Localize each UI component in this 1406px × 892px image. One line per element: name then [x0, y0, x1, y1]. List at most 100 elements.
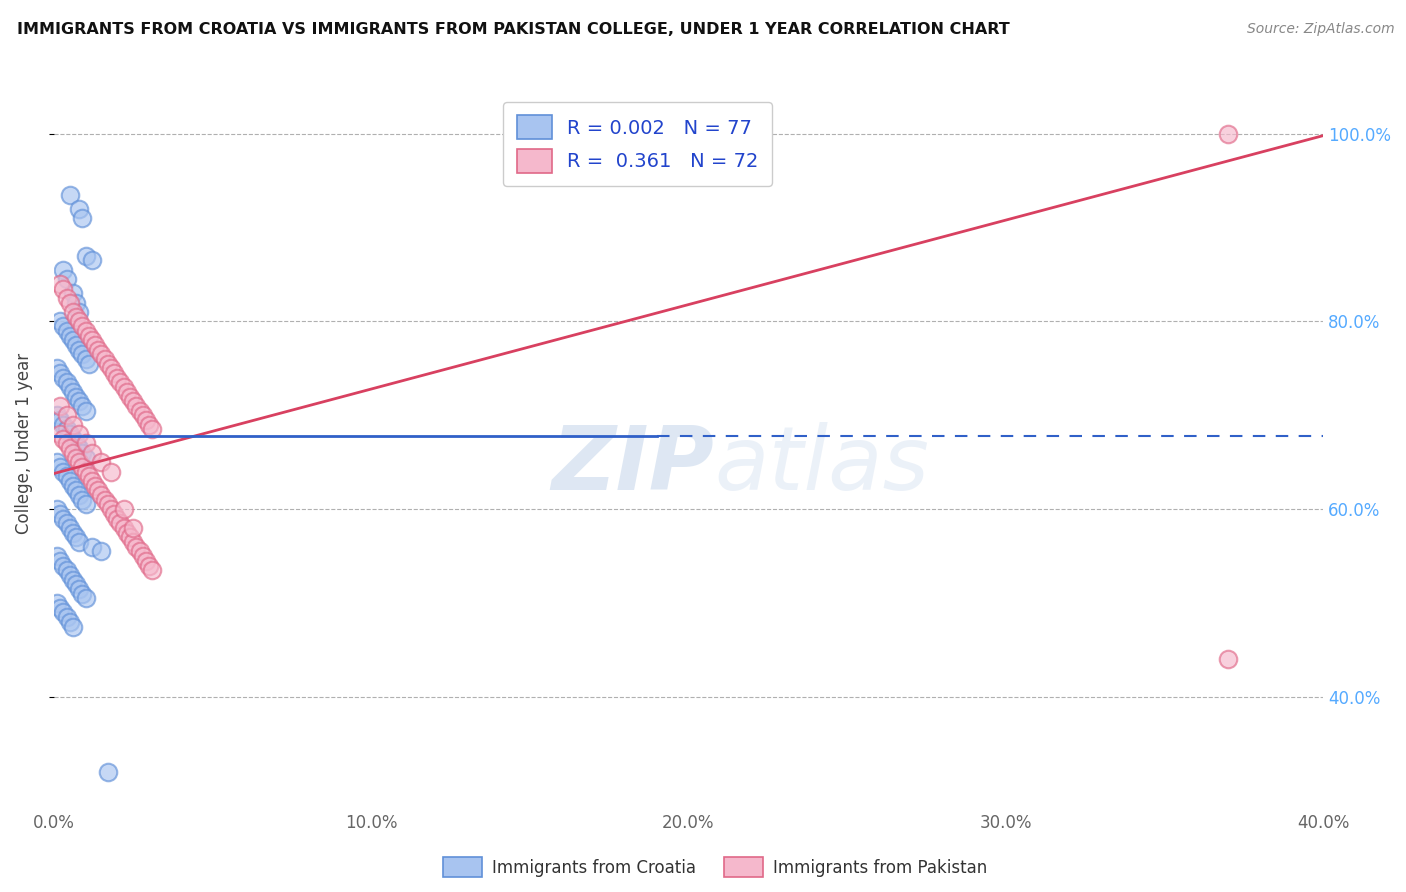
- Point: [65, 390, 87, 404]
- Point: [46, 596, 69, 610]
- Point: [67, 455, 90, 469]
- Point: [97, 498, 120, 512]
- Point: [65, 577, 87, 591]
- Point: [75, 351, 97, 366]
- Point: [93, 351, 115, 366]
- Point: [62, 479, 84, 493]
- Point: [77, 469, 100, 483]
- Point: [122, 394, 145, 409]
- Point: [67, 427, 90, 442]
- Point: [55, 272, 77, 286]
- Point: [100, 502, 122, 516]
- Point: [59, 427, 82, 442]
- Point: [87, 483, 110, 498]
- Point: [55, 610, 77, 624]
- Point: [62, 305, 84, 319]
- Point: [62, 286, 84, 301]
- Y-axis label: College, Under 1 year: College, Under 1 year: [15, 353, 32, 534]
- Point: [75, 403, 97, 417]
- Point: [65, 436, 87, 450]
- Point: [59, 474, 82, 488]
- Point: [90, 544, 112, 558]
- Point: [55, 291, 77, 305]
- Point: [84, 479, 107, 493]
- Point: [128, 403, 150, 417]
- Point: [62, 417, 84, 432]
- Point: [1216, 127, 1239, 141]
- Point: [62, 619, 84, 633]
- Point: [55, 516, 77, 531]
- Point: [67, 305, 90, 319]
- Point: [135, 413, 157, 427]
- Point: [141, 422, 163, 436]
- Point: [80, 446, 103, 460]
- Point: [55, 409, 77, 423]
- Point: [49, 277, 72, 291]
- Point: [72, 399, 94, 413]
- Point: [75, 436, 97, 450]
- Point: [80, 253, 103, 268]
- Point: [72, 211, 94, 226]
- Point: [84, 338, 107, 352]
- Point: [125, 540, 148, 554]
- Point: [105, 511, 128, 525]
- Point: [52, 371, 75, 385]
- Point: [110, 516, 132, 531]
- Point: [103, 366, 125, 380]
- Point: [67, 582, 90, 596]
- Point: [72, 587, 94, 601]
- Point: [93, 492, 115, 507]
- Point: [115, 525, 138, 540]
- Point: [67, 441, 90, 455]
- Point: [62, 525, 84, 540]
- Point: [46, 409, 69, 423]
- Point: [72, 492, 94, 507]
- Point: [49, 554, 72, 568]
- Point: [118, 390, 141, 404]
- Text: Immigrants from Croatia: Immigrants from Croatia: [492, 859, 696, 877]
- Point: [97, 357, 120, 371]
- Point: [115, 384, 138, 399]
- Text: Immigrants from Pakistan: Immigrants from Pakistan: [773, 859, 987, 877]
- Text: Source: ZipAtlas.com: Source: ZipAtlas.com: [1247, 22, 1395, 37]
- Point: [55, 469, 77, 483]
- Point: [62, 432, 84, 446]
- Point: [77, 328, 100, 343]
- Point: [90, 488, 112, 502]
- Point: [105, 371, 128, 385]
- Point: [75, 450, 97, 465]
- Point: [65, 338, 87, 352]
- Point: [1216, 652, 1239, 666]
- Point: [49, 507, 72, 521]
- Point: [131, 549, 153, 563]
- Point: [49, 366, 72, 380]
- Point: [90, 347, 112, 361]
- Point: [112, 380, 135, 394]
- Point: [46, 549, 69, 563]
- Point: [62, 333, 84, 347]
- Point: [67, 343, 90, 357]
- Point: [67, 202, 90, 216]
- Point: [110, 376, 132, 390]
- Point: [138, 417, 160, 432]
- Point: [97, 764, 120, 779]
- Point: [141, 563, 163, 577]
- Point: [55, 422, 77, 436]
- Point: [103, 507, 125, 521]
- Point: [49, 427, 72, 442]
- Point: [87, 343, 110, 357]
- Point: [55, 324, 77, 338]
- Point: [49, 314, 72, 328]
- Point: [52, 511, 75, 525]
- Point: [67, 488, 90, 502]
- Text: atlas: atlas: [714, 423, 929, 508]
- Point: [59, 187, 82, 202]
- Point: [59, 615, 82, 629]
- Point: [112, 521, 135, 535]
- Point: [135, 554, 157, 568]
- Point: [72, 319, 94, 334]
- Point: [59, 295, 82, 310]
- Point: [80, 474, 103, 488]
- Point: [118, 530, 141, 544]
- Point: [55, 376, 77, 390]
